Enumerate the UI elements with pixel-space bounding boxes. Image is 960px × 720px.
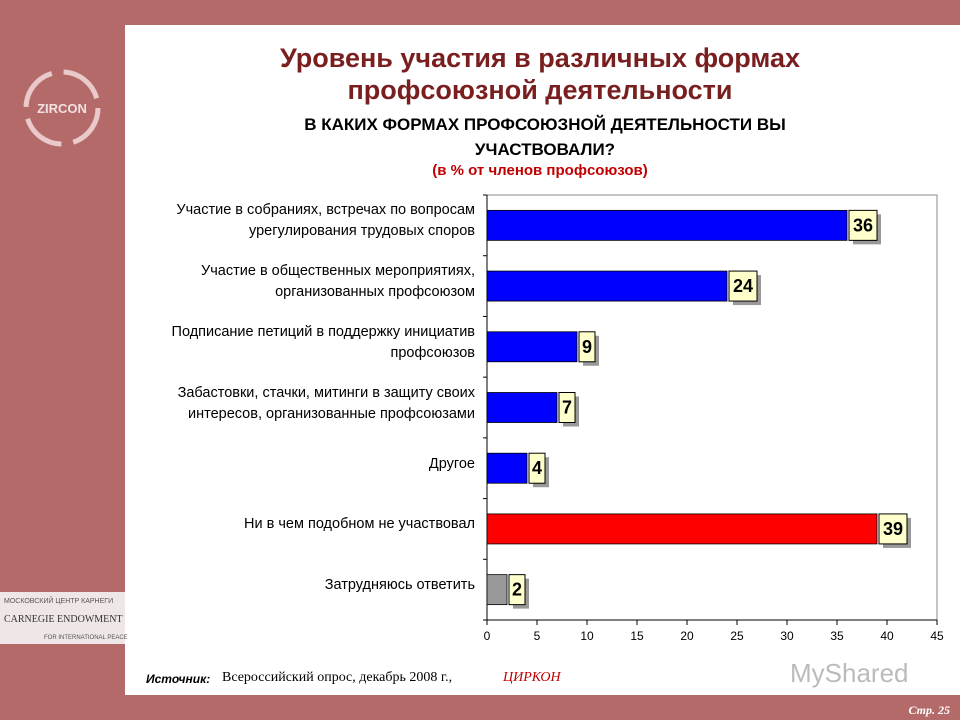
x-tick-label: 40	[880, 629, 894, 643]
x-tick-label: 25	[730, 629, 744, 643]
x-tick-label: 0	[484, 629, 491, 643]
carnegie-box	[0, 592, 125, 644]
value-label-box	[848, 209, 878, 241]
value-label-box	[528, 452, 546, 484]
chart-subtitle: (в % от членов профсоюзов)	[432, 162, 648, 179]
category-label: Участие в общественных мероприятиях, орг…	[201, 263, 475, 301]
bar	[486, 331, 578, 363]
bar	[486, 209, 848, 241]
value-label: 39	[883, 519, 903, 539]
category-label: Затрудняюсь ответить	[324, 577, 475, 594]
bar	[486, 574, 508, 606]
carnegie-main: CARNEGIE ENDOWMENT	[4, 614, 123, 625]
page-number: Стр. 25	[908, 703, 950, 717]
slide-title: Уровень участия в различных формах профс…	[279, 43, 801, 105]
value-label: 7	[562, 398, 572, 418]
x-tick-label: 45	[930, 629, 944, 643]
x-tick-label: 35	[830, 629, 844, 643]
bottom-band	[125, 695, 960, 720]
value-label: 24	[733, 276, 753, 296]
value-label-box	[728, 270, 758, 302]
bar	[486, 270, 728, 302]
value-label: 2	[512, 580, 522, 600]
source-label: Источник:	[146, 672, 211, 686]
value-label-box	[578, 331, 596, 363]
logo-ring	[23, 69, 101, 147]
bar	[486, 513, 878, 545]
category-label: Другое	[428, 455, 475, 472]
value-label-box	[508, 574, 526, 606]
value-label-box	[878, 513, 908, 545]
value-label: 36	[853, 215, 873, 235]
x-tick-label: 20	[680, 629, 694, 643]
source-text: Всероссийский опрос, декабрь 2008 г.,	[222, 670, 453, 685]
category-label: Забастовки, стачки, митинги в защиту сво…	[177, 384, 475, 422]
value-label: 4	[532, 458, 542, 478]
watermark: MyShared	[790, 658, 909, 688]
x-tick-label: 15	[630, 629, 644, 643]
x-tick-label: 30	[780, 629, 794, 643]
value-label-box	[558, 392, 576, 423]
source-org: ЦИРКОН	[503, 670, 561, 685]
carnegie-bottom: FOR INTERNATIONAL PEACE	[44, 635, 128, 641]
top-band	[125, 0, 960, 25]
category-label: Ни в чем подобном не участвовал	[244, 516, 475, 533]
logo-text: ZIRCON	[37, 101, 87, 116]
bar	[486, 392, 558, 423]
category-label: Участие в собраниях, встречах по вопроса…	[176, 202, 475, 240]
bar	[486, 452, 528, 484]
x-tick-label: 5	[534, 629, 541, 643]
chart-title: В КАКИХ ФОРМАХ ПРОФСОЮЗНОЙ ДЕЯТЕЛЬНОСТИ …	[304, 115, 786, 159]
x-tick-label: 10	[580, 629, 594, 643]
category-label: Подписание петиций в поддержку инициатив…	[171, 323, 475, 361]
carnegie-top: МОСКОВСКИЙ ЦЕНТР КАРНЕГИ	[4, 596, 113, 605]
value-label: 9	[582, 337, 592, 357]
